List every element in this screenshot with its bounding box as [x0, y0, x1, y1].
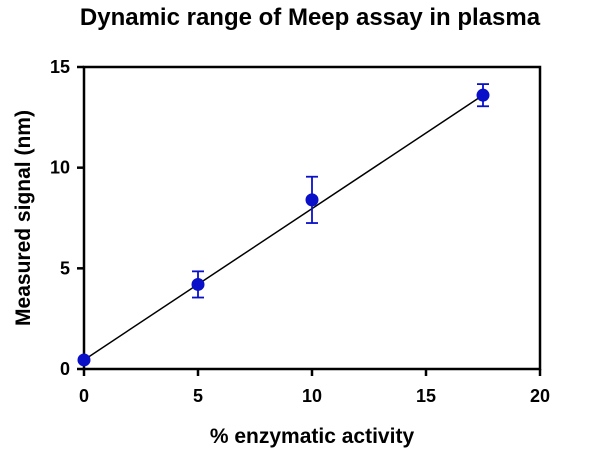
x-tick-label: 15 — [416, 386, 436, 406]
data-point — [191, 277, 205, 291]
data-point — [476, 88, 490, 102]
y-tick-label: 0 — [60, 359, 70, 379]
y-tick-label: 15 — [50, 57, 70, 77]
x-tick-label: 10 — [302, 386, 322, 406]
data-point — [305, 193, 319, 207]
y-tick-label: 5 — [60, 258, 70, 278]
x-tick-label: 0 — [79, 386, 89, 406]
x-axis-label: % enzymatic activity — [210, 425, 415, 448]
y-tick-label: 10 — [50, 158, 70, 178]
tick-group: 0 5 10 15 20 0 5 10 15 — [50, 57, 550, 406]
x-tick-label: 5 — [193, 386, 203, 406]
y-axis-label: Measured signal (nm) — [12, 110, 35, 326]
fit-line — [83, 94, 484, 361]
x-tick-label: 20 — [530, 386, 550, 406]
data-point — [77, 353, 91, 367]
chart-title: Dynamic range of Meep assay in plasma — [80, 4, 541, 31]
plot-marks — [77, 83, 490, 367]
